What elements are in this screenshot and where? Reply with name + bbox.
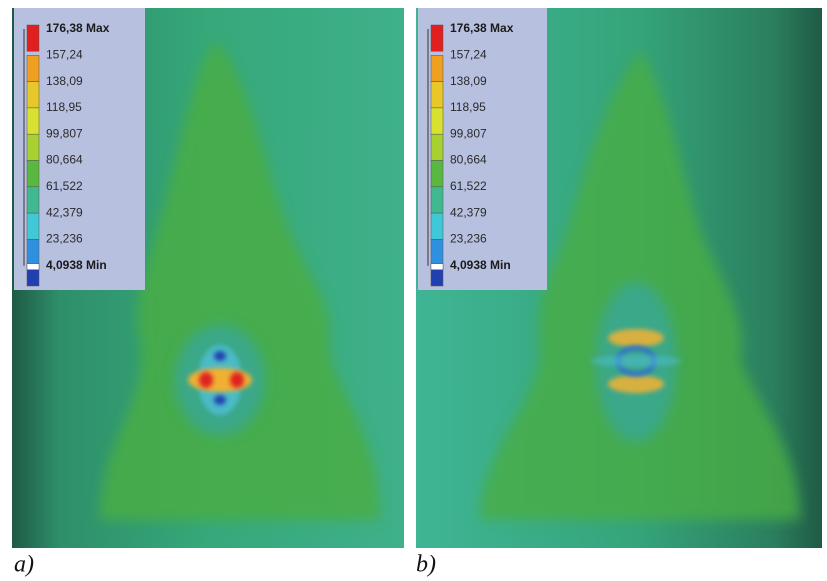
legend-label: 4,0938 Min [450,258,511,272]
legend-label: 118,95 [450,100,486,114]
legend-label: 118,95 [46,100,82,114]
legend-swatch [430,133,444,161]
legend-swatch [430,263,444,270]
legend-b: 176,38 Max 157,24 138,09 118,95 99,807 80,664… [418,8,547,290]
legend-swatch [26,160,40,188]
legend-label: 99,807 [450,126,487,140]
legend-label: 23,236 [450,232,487,246]
legend-label: 99,807 [46,126,83,140]
legend-swatch [26,186,40,214]
legend-swatch [430,24,444,52]
legend-label: 4,0938 Min [46,258,107,272]
legend-swatch [26,212,40,240]
legend-label: 157,24 [450,47,487,61]
legend-label: 61,522 [46,179,83,193]
legend-label: 176,38 Max [450,21,514,35]
legend-swatch [430,81,444,109]
legend-label: 42,379 [46,205,83,219]
legend-label: 138,09 [46,74,83,88]
legend-swatch [430,239,444,266]
legend-label: 80,664 [450,153,487,167]
legend-swatch [430,55,444,82]
legend-label: 61,522 [450,179,487,193]
legend-swatch [430,186,444,214]
caption: a) [14,552,34,578]
legend-swatch [26,81,40,109]
legend-label: 176,38 Max [46,21,110,35]
caption: b) [416,552,436,578]
legend-label: 42,379 [450,205,487,219]
legend-label: 23,236 [46,232,83,246]
legend-swatch [26,24,40,52]
legend-swatch [430,212,444,240]
legend-label: 157,24 [46,47,83,61]
legend-label: 138,09 [450,74,487,88]
legend-swatch [26,133,40,161]
legend-swatch [430,160,444,188]
legend-swatch [26,263,40,270]
legend-a: 176,38 Max 157,24 138,09 118,95 99,807 80,664… [14,8,145,290]
legend-label: 80,664 [46,153,83,167]
legend-swatch [430,107,444,135]
legend-swatch [26,107,40,135]
legend-swatch [26,239,40,266]
legend-swatch [26,55,40,82]
